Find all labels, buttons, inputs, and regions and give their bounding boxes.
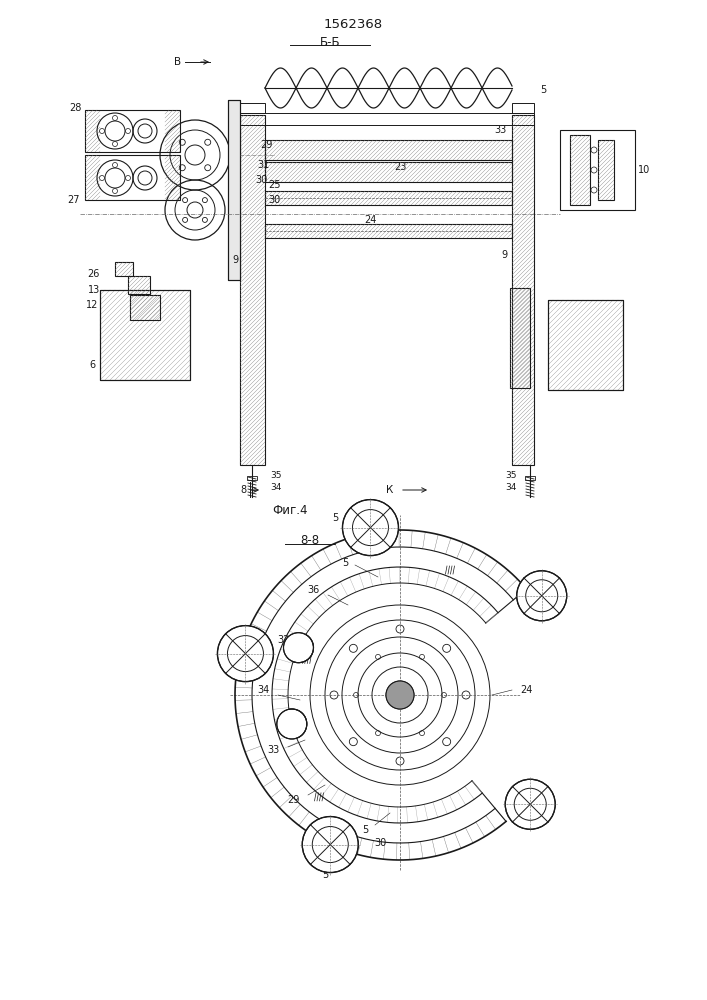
Bar: [85, 155, 180, 200]
Bar: [510, 288, 530, 388]
Text: 34: 34: [270, 483, 281, 491]
Text: Б-Б: Б-Б: [320, 35, 340, 48]
Bar: [265, 140, 512, 160]
Bar: [228, 100, 240, 280]
Bar: [85, 110, 180, 152]
Bar: [560, 130, 635, 210]
Text: 29: 29: [260, 140, 272, 150]
Text: 32: 32: [278, 635, 290, 645]
Text: 34: 34: [506, 483, 517, 491]
Text: 10: 10: [638, 165, 650, 175]
Text: 28: 28: [69, 103, 82, 113]
Text: 9: 9: [232, 255, 238, 265]
Bar: [228, 100, 240, 280]
Bar: [265, 162, 512, 182]
Text: 9: 9: [502, 250, 508, 260]
Circle shape: [277, 709, 307, 739]
Text: 23: 23: [394, 162, 407, 172]
Text: 27: 27: [67, 195, 80, 205]
Text: Фиг.5: Фиг.5: [317, 854, 353, 866]
Bar: [130, 295, 160, 320]
Text: 5: 5: [342, 558, 348, 568]
Text: Фиг.4: Фиг.4: [272, 504, 308, 516]
Text: 34: 34: [258, 685, 270, 695]
Bar: [240, 113, 534, 125]
Bar: [548, 300, 623, 390]
Text: В: В: [175, 57, 182, 67]
Circle shape: [303, 817, 358, 873]
Text: 13: 13: [88, 285, 100, 295]
Text: 5: 5: [332, 513, 339, 523]
Text: 30: 30: [268, 195, 280, 205]
Text: 5: 5: [540, 85, 547, 95]
Text: 6: 6: [90, 360, 96, 370]
Bar: [247, 476, 257, 480]
Bar: [240, 103, 265, 113]
Circle shape: [342, 500, 399, 556]
Bar: [548, 300, 623, 390]
Text: 24: 24: [520, 685, 532, 695]
Bar: [128, 276, 150, 294]
Bar: [525, 476, 535, 480]
Bar: [100, 290, 190, 380]
Text: 30: 30: [374, 838, 386, 848]
Text: 24: 24: [364, 215, 376, 225]
Text: 31: 31: [257, 160, 269, 170]
Bar: [265, 191, 512, 205]
Text: 30: 30: [255, 175, 267, 185]
Circle shape: [284, 633, 313, 663]
Text: 5: 5: [322, 870, 328, 880]
Bar: [570, 135, 590, 205]
Bar: [512, 115, 534, 465]
Bar: [115, 262, 133, 276]
Text: 36: 36: [308, 585, 320, 595]
Circle shape: [517, 571, 567, 621]
Bar: [512, 103, 534, 113]
Text: 25: 25: [268, 180, 281, 190]
Text: 12: 12: [86, 300, 98, 310]
Text: К: К: [386, 485, 393, 495]
Circle shape: [506, 779, 555, 829]
Text: 35: 35: [506, 471, 517, 480]
Text: 35: 35: [270, 471, 281, 480]
Text: 26: 26: [88, 269, 100, 279]
Bar: [100, 290, 190, 380]
Bar: [265, 224, 512, 238]
Text: 8-8: 8-8: [300, 534, 320, 546]
Circle shape: [386, 681, 414, 709]
Bar: [240, 115, 265, 465]
Text: 33: 33: [495, 125, 507, 135]
Circle shape: [218, 626, 274, 682]
Text: 1562368: 1562368: [323, 18, 382, 31]
Text: 5: 5: [362, 825, 368, 835]
Text: 33: 33: [268, 745, 280, 755]
Bar: [598, 140, 614, 200]
Text: 8: 8: [240, 485, 246, 495]
Text: 29: 29: [288, 795, 300, 805]
